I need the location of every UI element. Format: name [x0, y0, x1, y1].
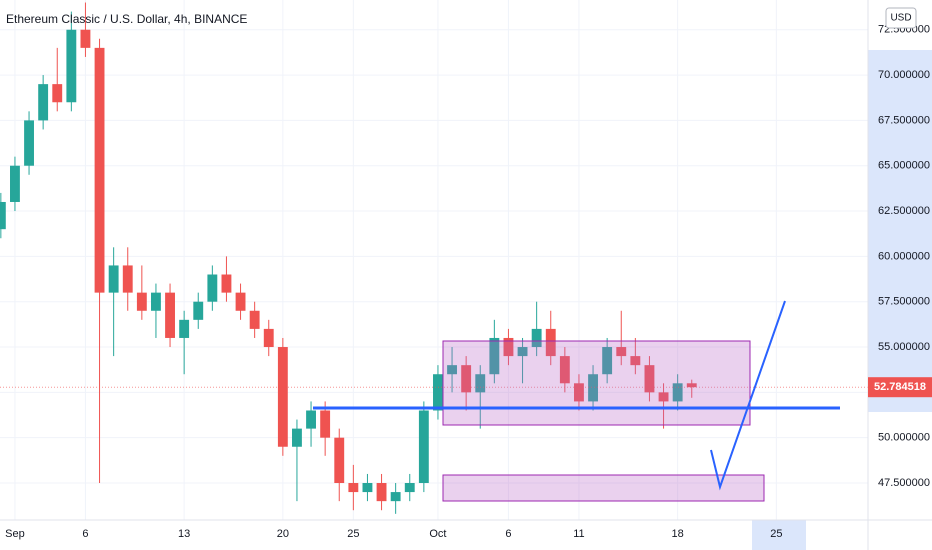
candle-body — [108, 265, 119, 293]
axes: 47.50000050.00000052.50000055.00000057.5… — [5, 24, 932, 540]
candle-body — [602, 347, 613, 375]
candle-body — [517, 347, 528, 357]
x-tick-label: 6 — [505, 528, 511, 540]
axis-highlight — [868, 50, 932, 412]
candle-body — [320, 410, 331, 438]
candle-body — [418, 410, 429, 484]
candle-body — [348, 483, 359, 493]
candle-body — [151, 292, 161, 311]
candle-body — [193, 301, 204, 320]
candle-body — [503, 337, 514, 357]
x-tick-label: 6 — [82, 528, 88, 540]
candle-body — [52, 84, 63, 103]
candle-body — [545, 328, 556, 357]
candle-body — [390, 492, 401, 502]
candle-body — [263, 328, 274, 348]
currency[interactable]: USD — [890, 13, 911, 24]
candle-body — [447, 365, 457, 375]
candle-body — [122, 265, 133, 293]
support-box — [442, 474, 765, 502]
candle-body — [94, 47, 105, 293]
candle-body — [531, 328, 542, 348]
candle-body — [66, 29, 77, 103]
y-tick-label: 60.000000 — [878, 250, 930, 262]
candle-body — [658, 392, 669, 402]
candle-body — [10, 165, 20, 202]
axis-highlight — [752, 520, 806, 550]
x-tick-label: Sep — [5, 528, 25, 540]
candle-body — [630, 356, 641, 366]
candle-body — [24, 120, 34, 166]
candle-body — [235, 292, 246, 311]
candle-body — [433, 374, 443, 411]
price-label-box — [868, 377, 932, 398]
y-tick-label: 47.500000 — [878, 477, 930, 489]
y-tick-label: 55.000000 — [878, 341, 930, 353]
candle-body — [672, 383, 683, 402]
x-tick-label: 25 — [347, 528, 359, 540]
candle-body — [179, 319, 190, 338]
candle-body — [0, 201, 6, 230]
y-tick-label: 50.000000 — [878, 432, 930, 444]
candles — [0, 2, 868, 514]
candle-body — [644, 365, 655, 393]
y-tick-label: 65.000000 — [878, 160, 930, 172]
candle-body — [38, 84, 49, 121]
x-tick-label: 18 — [672, 528, 684, 540]
x-tick-label: Oct — [429, 528, 446, 540]
candle-body — [249, 310, 260, 329]
candle-body — [588, 374, 598, 402]
x-tick-label: 11 — [573, 528, 584, 540]
candle-body — [80, 29, 91, 48]
candle-body — [221, 274, 232, 293]
x-tick-label: 13 — [178, 528, 190, 540]
candle-body — [207, 274, 218, 302]
y-tick-label: 57.500000 — [878, 296, 930, 308]
candle-body — [404, 483, 415, 493]
candle-body — [574, 383, 584, 402]
candle-body — [616, 347, 627, 357]
candle-body — [334, 437, 345, 484]
currency-box[interactable] — [885, 7, 917, 29]
candle-body — [306, 410, 316, 429]
candle-body — [475, 374, 486, 393]
x-tick-label: 20 — [277, 528, 289, 540]
y-tick-label: 70.000000 — [878, 69, 930, 81]
candle-body — [277, 347, 288, 447]
grid — [0, 0, 868, 520]
candle-body — [489, 337, 500, 375]
candle-body — [292, 428, 302, 447]
chart-title: Ethereum Classic / U.S. Dollar, 4h, BINA… — [6, 12, 247, 26]
y-tick-label: 62.500000 — [878, 205, 930, 217]
range-box — [442, 340, 751, 426]
candle-body — [362, 483, 373, 493]
projection-path — [710, 300, 786, 491]
candle-body — [559, 356, 570, 384]
candle-body — [136, 292, 147, 311]
candle-body — [461, 365, 472, 393]
candle-body — [165, 292, 175, 338]
candle-body — [376, 483, 387, 502]
candle-body — [686, 383, 697, 388]
y-tick-label: 67.500000 — [878, 114, 930, 126]
x-tick-label: 25 — [770, 528, 782, 540]
price-label: 52.784518 — [874, 381, 926, 393]
